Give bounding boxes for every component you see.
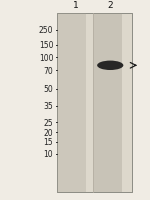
Text: 1: 1 <box>73 1 79 10</box>
Text: 25: 25 <box>44 118 53 127</box>
FancyBboxPatch shape <box>57 14 132 192</box>
Text: 50: 50 <box>44 85 53 94</box>
Text: 20: 20 <box>44 128 53 137</box>
Text: 2: 2 <box>107 1 113 10</box>
FancyBboxPatch shape <box>57 14 86 192</box>
Text: 100: 100 <box>39 54 53 63</box>
FancyBboxPatch shape <box>94 14 122 192</box>
Text: 15: 15 <box>44 138 53 147</box>
Text: 250: 250 <box>39 26 53 35</box>
Text: 70: 70 <box>44 66 53 75</box>
Text: 10: 10 <box>44 150 53 158</box>
Text: 35: 35 <box>44 102 53 111</box>
Ellipse shape <box>97 61 123 71</box>
Text: 150: 150 <box>39 41 53 50</box>
